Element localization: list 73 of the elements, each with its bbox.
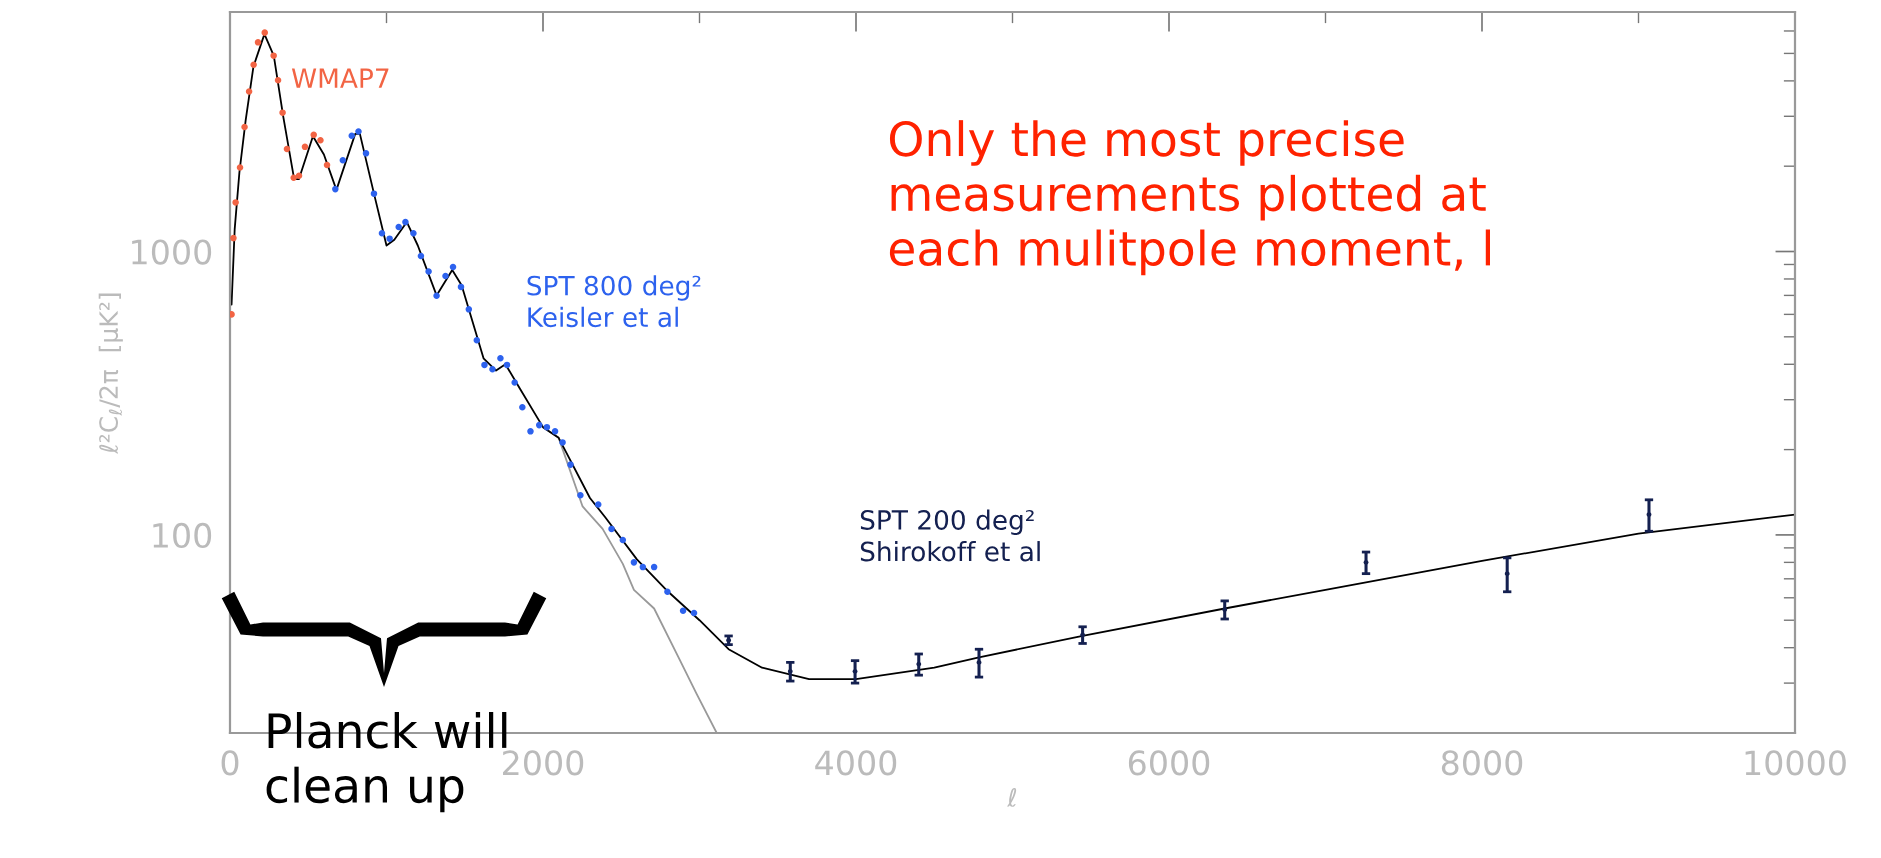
point xyxy=(232,199,239,206)
point xyxy=(511,379,518,386)
text: SPT 200 deg² Shirokoff et al xyxy=(860,509,1040,562)
point xyxy=(577,492,584,499)
point xyxy=(449,263,457,271)
point xyxy=(370,190,378,197)
point xyxy=(679,607,687,615)
point xyxy=(348,132,356,140)
x-tick-label: 0 xyxy=(221,750,239,776)
point xyxy=(481,361,488,369)
point xyxy=(465,306,473,313)
point xyxy=(261,29,268,36)
point xyxy=(473,337,481,344)
point xyxy=(283,145,291,153)
point xyxy=(690,609,698,617)
point xyxy=(543,423,551,431)
x-tick-label: 6000 xyxy=(1128,750,1210,776)
point xyxy=(395,223,402,231)
point xyxy=(378,229,386,237)
x-tick-label: 8000 xyxy=(1441,750,1523,776)
point xyxy=(355,128,362,135)
point xyxy=(241,123,248,131)
series-label: WMAP7 xyxy=(291,68,389,88)
point xyxy=(619,536,627,544)
point xyxy=(630,559,638,566)
point xyxy=(519,404,526,411)
point xyxy=(317,136,324,144)
point xyxy=(230,311,235,318)
point xyxy=(290,174,297,182)
series-label: SPT 800 deg² Keisler et al xyxy=(527,275,701,328)
point xyxy=(535,421,543,429)
x-tick-label: 10000 xyxy=(1745,750,1846,776)
point xyxy=(410,229,417,237)
point xyxy=(489,366,496,373)
point xyxy=(497,355,504,362)
point xyxy=(301,143,309,151)
point xyxy=(274,77,282,84)
x-axis-title: ℓ xyxy=(1006,787,1017,807)
point xyxy=(559,439,566,446)
y-tick-label: 100 xyxy=(153,522,212,549)
point xyxy=(310,131,317,139)
y-tick-label: 1000 xyxy=(132,239,212,265)
point xyxy=(332,185,339,193)
point xyxy=(457,283,465,291)
point xyxy=(323,161,331,169)
point xyxy=(503,361,511,369)
annotation: Only the most precise measurements plotted at each mulitpole moment, l xyxy=(889,120,1491,276)
point xyxy=(567,461,574,468)
point xyxy=(230,234,237,242)
point xyxy=(664,588,671,596)
point xyxy=(417,252,425,260)
point xyxy=(433,292,440,300)
x-tick-label: 4000 xyxy=(815,750,897,776)
point xyxy=(254,39,262,46)
point xyxy=(362,150,370,157)
point xyxy=(402,218,409,226)
point xyxy=(650,563,658,571)
point xyxy=(236,164,244,171)
point xyxy=(551,428,559,435)
point xyxy=(425,268,432,275)
point xyxy=(594,501,602,508)
point xyxy=(527,428,534,435)
point xyxy=(245,88,253,95)
point xyxy=(608,525,615,533)
point xyxy=(270,52,277,59)
y-axis-title: ℓ²C$_{ℓ}$/2π [μK²] xyxy=(98,293,123,454)
point xyxy=(639,563,647,571)
point xyxy=(279,109,286,116)
point xyxy=(339,156,347,164)
point xyxy=(386,235,393,242)
point xyxy=(295,172,303,180)
point xyxy=(250,61,257,69)
point xyxy=(442,272,449,280)
